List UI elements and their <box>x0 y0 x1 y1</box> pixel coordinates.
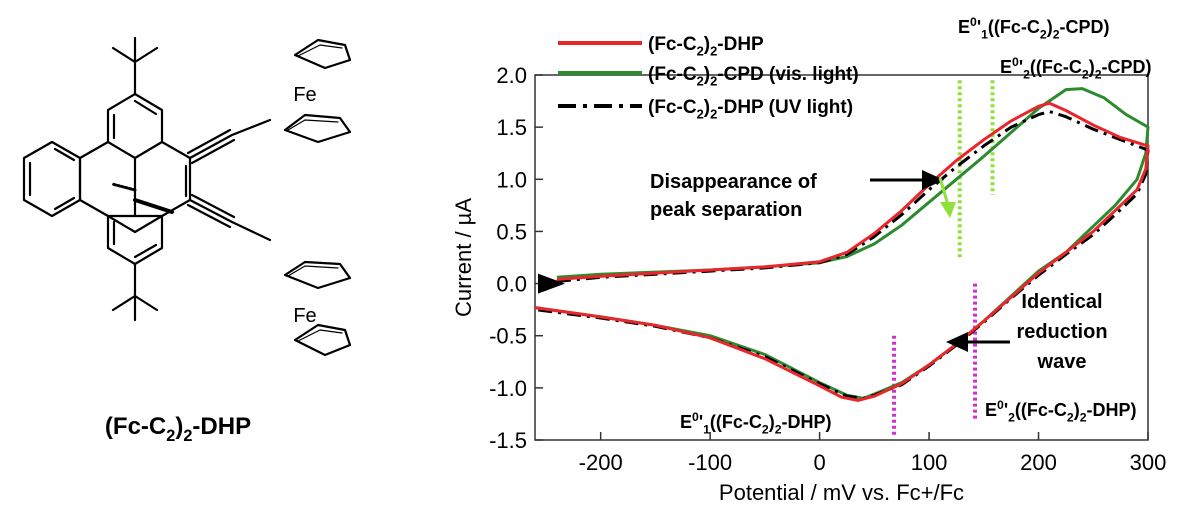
axis-ticks: -200 -100 0 100 200 300 -1.5 -1.0 -0.5 0.0 0.5 1.0 1… <box>489 63 1166 475</box>
marker-label: E0'1((Fc-C2)2-CPD) <box>958 15 1110 42</box>
reduction-arrow-head <box>946 332 968 352</box>
start-arrow <box>538 273 565 294</box>
molecule-name: (Fc-C2)2-DHP <box>105 413 251 445</box>
x-tick-label: -100 <box>688 450 732 475</box>
alkyne-top <box>186 118 272 165</box>
tbutyl-top <box>111 36 159 96</box>
legend-entry: (Fc-C2)2-DHP <box>648 34 764 59</box>
iron-label-top: Fe <box>293 84 316 106</box>
x-axis-label: Potential / mV vs. Fc+/Fc <box>719 480 964 505</box>
green-down-arrow <box>938 177 950 206</box>
y-tick-label: -0.5 <box>489 324 527 349</box>
cyclic-voltammogram: -200 -100 0 100 200 300 -1.5 -1.0 -0.5 0.0 0.5 1.0 1… <box>451 15 1166 505</box>
annotations: Disappearance of peak separation Identical… <box>650 171 1108 373</box>
y-tick-label: 0.0 <box>496 272 527 297</box>
alkyne-bottom <box>186 193 272 242</box>
peak-annotation-line: Disappearance of <box>650 171 817 193</box>
x-tick-label: -200 <box>579 450 623 475</box>
peak-arrow-head <box>922 170 944 190</box>
y-tick-label: -1.5 <box>489 428 527 453</box>
series-line <box>534 110 1150 400</box>
ferrocene-bottom <box>283 260 352 357</box>
marker-labels: E0'1((Fc-C2)2-CPD) E0'2((Fc-C2)2-CPD) E0'1… <box>680 15 1152 437</box>
peak-annotation-line: peak separation <box>650 199 802 221</box>
ring-top <box>106 92 164 160</box>
series-line <box>534 101 1150 402</box>
annotation-arrows <box>538 170 1010 352</box>
legend-entry: (Fc-C2)2-DHP (UV light) <box>648 97 853 122</box>
x-tick-label: 0 <box>813 450 825 475</box>
reduction-annotation-line: wave <box>1037 351 1087 373</box>
ring-benzo <box>22 140 82 218</box>
y-tick-label: 1.5 <box>496 115 527 140</box>
ferrocene-top <box>283 38 352 144</box>
green-down-arrowhead <box>940 202 956 218</box>
reduction-annotation-line: Identical <box>1021 291 1102 313</box>
methyl-hashed <box>110 182 137 192</box>
cv-curves <box>534 87 1150 402</box>
legend-entry: (Fc-C2)2-CPD (vis. light) <box>648 64 859 89</box>
x-tick-label: 200 <box>1020 450 1057 475</box>
y-tick-label: -1.0 <box>489 376 527 401</box>
reduction-annotation-line: reduction <box>1016 321 1107 343</box>
y-tick-label: 2.0 <box>496 63 527 88</box>
ring-bottom <box>106 214 164 266</box>
x-tick-label: 100 <box>911 450 948 475</box>
y-axis-label: Current / µA <box>451 198 476 317</box>
iron-label-bottom: Fe <box>293 305 316 327</box>
core-bonds <box>78 140 192 218</box>
marker-label: E0'2((Fc-C2)2-DHP) <box>985 398 1137 425</box>
marker-label: E0'2((Fc-C2)2-CPD) <box>1000 55 1152 82</box>
legend: (Fc-C2)2-DHP (Fc-C2)2-CPD (vis. light) (Fc… <box>558 34 859 122</box>
y-tick-label: 0.5 <box>496 219 527 244</box>
methyl-wedge <box>133 198 174 214</box>
marker-label: E0'1((Fc-C2)2-DHP) <box>680 410 832 437</box>
y-tick-label: 1.0 <box>496 167 527 192</box>
tbutyl-bottom <box>111 262 159 322</box>
x-tick-label: 300 <box>1130 450 1167 475</box>
molecule-structure <box>22 36 352 357</box>
plot-frame <box>534 74 1149 441</box>
